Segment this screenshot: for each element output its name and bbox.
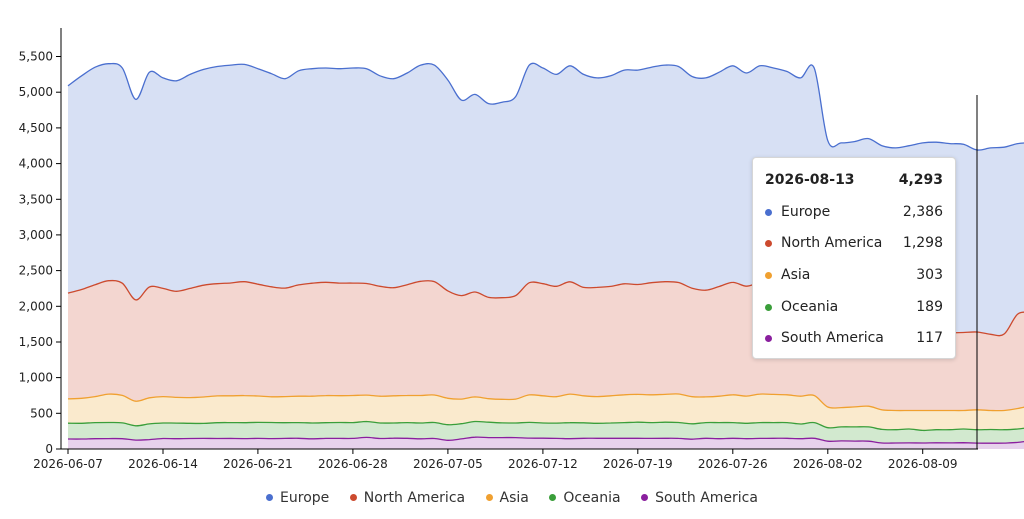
y-tick-label: 1,500 bbox=[19, 335, 53, 349]
legend-item-south-america[interactable]: South America bbox=[641, 490, 758, 506]
x-tick-label: 2026-06-07 bbox=[33, 457, 103, 471]
x-tick-label: 2026-06-14 bbox=[128, 457, 198, 471]
tooltip-row: North America 1,298 bbox=[765, 235, 943, 251]
tooltip-row-name: South America bbox=[781, 330, 884, 346]
y-tick-label: 5,500 bbox=[19, 50, 53, 64]
europe-line bbox=[67, 62, 1024, 151]
south-america-area bbox=[68, 437, 1024, 449]
asia-dot-icon bbox=[765, 271, 772, 279]
south-america-dot-icon bbox=[765, 334, 772, 342]
legend-item-oceania[interactable]: Oceania bbox=[549, 490, 621, 506]
oceania-dot-icon bbox=[549, 493, 557, 501]
legend-label: South America bbox=[655, 490, 758, 506]
tooltip: 2026-08-13 4,293 Europe 2,386 North Amer… bbox=[752, 157, 956, 359]
tooltip-row-value: 2,386 bbox=[902, 204, 943, 220]
legend: Europe North America Asia Oceania South … bbox=[0, 490, 1024, 506]
x-tick-label: 2026-06-28 bbox=[318, 457, 388, 471]
tooltip-row: Europe 2,386 bbox=[765, 204, 943, 220]
europe-dot-icon bbox=[266, 493, 274, 501]
south-america-line bbox=[67, 436, 1024, 444]
legend-label: Oceania bbox=[563, 490, 621, 506]
tooltip-row-name: Oceania bbox=[781, 299, 839, 315]
tooltip-date: 2026-08-13 bbox=[765, 172, 855, 188]
tooltip-row: South America 117 bbox=[765, 330, 943, 346]
y-tick-label: 500 bbox=[30, 406, 53, 420]
europe-dot-icon bbox=[765, 208, 772, 216]
x-axis-ticks: 2026-06-07 2026-06-14 2026-06-21 2026-06-28… bbox=[33, 449, 958, 471]
asia-area bbox=[68, 393, 1024, 431]
tooltip-row-value: 117 bbox=[916, 330, 943, 346]
tooltip-row-name: North America bbox=[781, 235, 883, 251]
legend-label: North America bbox=[363, 490, 466, 506]
tooltip-row-value: 1,298 bbox=[902, 235, 943, 251]
x-tick-label: 2026-07-26 bbox=[698, 457, 768, 471]
y-tick-label: 3,500 bbox=[19, 192, 53, 206]
legend-item-north-america[interactable]: North America bbox=[349, 490, 466, 506]
y-tick-label: 3,000 bbox=[19, 228, 53, 242]
y-axis-ticks: 0 500 1,000 1,500 2,000 2,500 3,000 3,500 4,000 4… bbox=[19, 50, 61, 456]
y-tick-label: 5,000 bbox=[19, 85, 53, 99]
y-tick-label: 4,500 bbox=[19, 121, 53, 135]
tooltip-row-name: Europe bbox=[781, 204, 831, 220]
tooltip-header: 2026-08-13 4,293 bbox=[765, 172, 943, 188]
x-tick-label: 2026-07-19 bbox=[603, 457, 673, 471]
x-tick-label: 2026-07-05 bbox=[413, 457, 483, 471]
legend-item-asia[interactable]: Asia bbox=[485, 490, 529, 506]
asia-dot-icon bbox=[485, 493, 493, 501]
oceania-dot-icon bbox=[765, 303, 772, 311]
south-america-dot-icon bbox=[641, 493, 649, 501]
legend-label: Asia bbox=[499, 490, 529, 506]
asia-line bbox=[67, 393, 1024, 412]
legend-item-europe[interactable]: Europe bbox=[266, 490, 329, 506]
y-tick-label: 4,000 bbox=[19, 157, 53, 171]
x-tick-label: 2026-08-02 bbox=[793, 457, 863, 471]
tooltip-row-name: Asia bbox=[781, 267, 811, 283]
x-tick-label: 2026-06-21 bbox=[223, 457, 293, 471]
tooltip-row-value: 303 bbox=[916, 267, 943, 283]
tooltip-total: 4,293 bbox=[898, 172, 943, 188]
x-tick-label: 2026-08-09 bbox=[888, 457, 958, 471]
y-tick-label: 1,000 bbox=[19, 371, 53, 385]
north-america-dot-icon bbox=[349, 493, 357, 501]
y-tick-label: 0 bbox=[45, 442, 53, 456]
tooltip-row-value: 189 bbox=[916, 299, 943, 315]
y-tick-label: 2,500 bbox=[19, 264, 53, 278]
oceania-line bbox=[67, 420, 1024, 432]
y-tick-label: 2,000 bbox=[19, 299, 53, 313]
tooltip-row: Asia 303 bbox=[765, 267, 943, 283]
x-tick-label: 2026-07-12 bbox=[508, 457, 578, 471]
legend-label: Europe bbox=[280, 490, 330, 506]
north-america-dot-icon bbox=[765, 239, 772, 247]
tooltip-row: Oceania 189 bbox=[765, 299, 943, 315]
